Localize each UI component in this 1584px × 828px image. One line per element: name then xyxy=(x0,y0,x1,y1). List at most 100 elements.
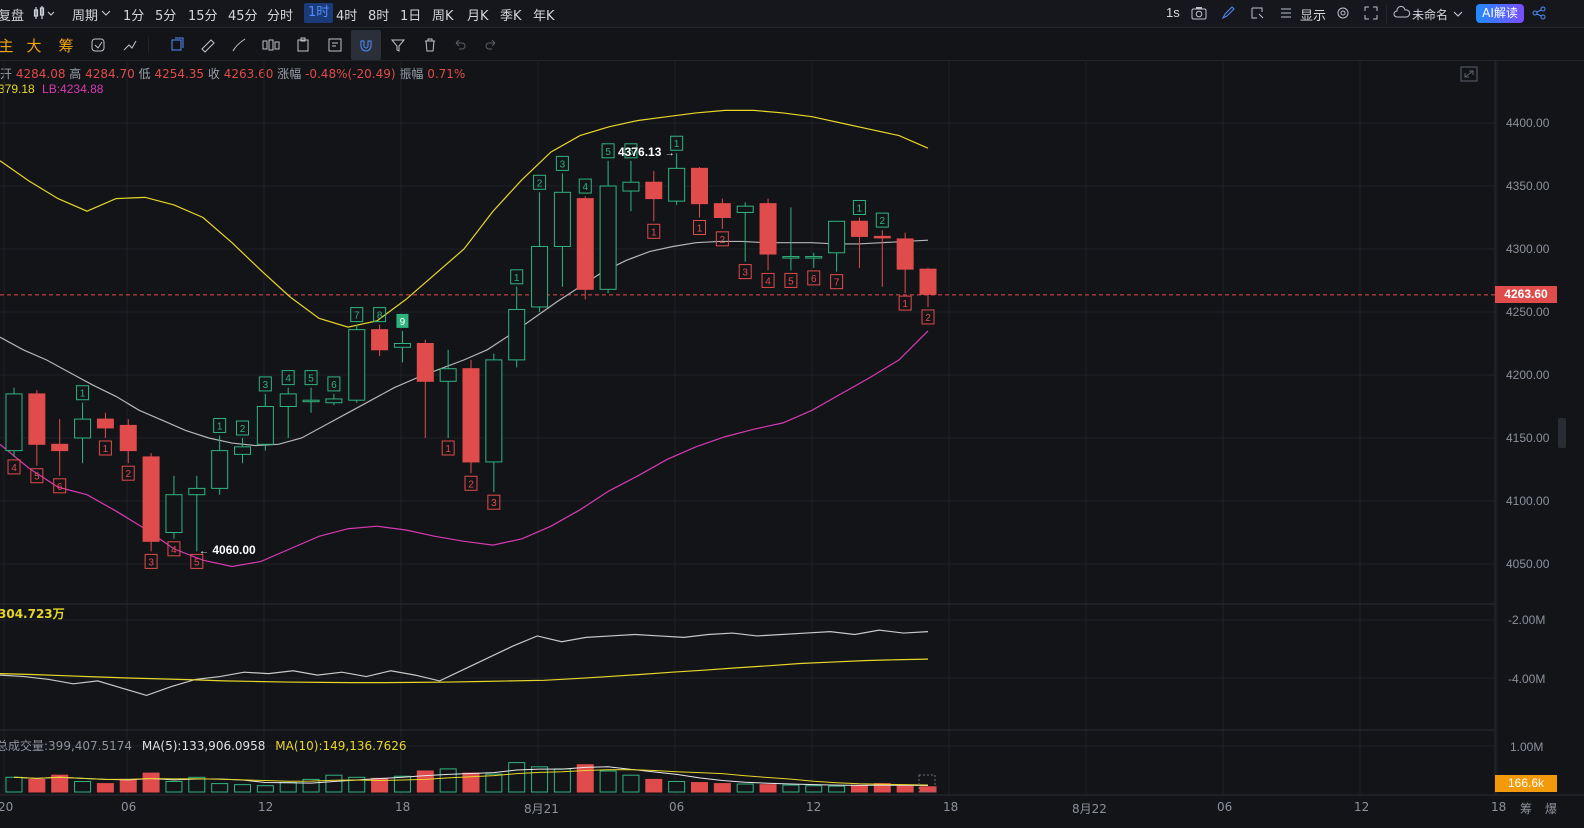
refresh-interval[interactable]: 1s xyxy=(1166,5,1180,20)
volume-bar xyxy=(622,774,640,793)
volume-bar xyxy=(142,772,160,793)
price-axis-label: 4100.00 xyxy=(1506,494,1550,508)
window-icon[interactable] xyxy=(1249,6,1265,23)
big-order-tool[interactable]: 大 xyxy=(26,36,42,55)
td-count-box xyxy=(898,295,912,311)
td-count-number: 1 xyxy=(103,444,109,455)
price-axis-label: 4200.00 xyxy=(1506,368,1550,382)
pattern-icon[interactable] xyxy=(261,36,281,54)
camera-icon[interactable] xyxy=(1191,6,1207,23)
td-count-number: 5 xyxy=(605,147,611,158)
interval-tab[interactable]: 15分 xyxy=(188,9,218,24)
candle-body xyxy=(234,446,251,455)
ai-interpret-button[interactable]: AI解读 xyxy=(1476,4,1524,23)
settings-gear-icon[interactable] xyxy=(1336,6,1350,23)
volume-bar xyxy=(28,778,46,793)
time-axis-label: 06 xyxy=(669,800,685,814)
interval-tab[interactable]: 季K xyxy=(500,9,522,24)
note-icon[interactable] xyxy=(325,36,345,54)
indicator-tool-icon[interactable] xyxy=(120,36,140,54)
boll-lb-value: LB:4234.88 xyxy=(42,82,104,96)
volume-bar xyxy=(5,776,23,793)
interval-tab[interactable]: 分时 xyxy=(267,9,294,24)
td-count-box xyxy=(761,272,775,288)
candle-body xyxy=(325,398,343,404)
candle-body xyxy=(805,256,823,259)
interval-tab[interactable]: 1分 xyxy=(123,9,145,24)
volume-ma5-line xyxy=(13,766,929,786)
draw-pen-icon[interactable] xyxy=(1221,6,1237,23)
time-axis-label: 8月22 xyxy=(1072,802,1107,816)
candlestick-type-icon[interactable] xyxy=(33,4,57,25)
td-count-number: 2 xyxy=(880,216,886,227)
td-count-box xyxy=(304,370,318,386)
td-count-box xyxy=(281,370,295,386)
indicator-yellow-line xyxy=(0,658,929,684)
volume-bar xyxy=(325,774,343,793)
interval-tab[interactable]: 周K xyxy=(432,9,454,24)
td-count-box xyxy=(144,553,158,569)
layout-name[interactable]: 未命名 xyxy=(1412,8,1449,22)
time-axis-label: 12 xyxy=(258,800,274,814)
candle-body xyxy=(371,329,389,351)
trash-icon[interactable] xyxy=(420,36,440,54)
list-icon[interactable] xyxy=(1279,6,1293,23)
open-value: 4284.08 xyxy=(15,67,66,81)
td-count-number: 9 xyxy=(400,317,406,328)
td-count-box xyxy=(7,459,21,475)
display-menu[interactable]: 显示 xyxy=(1300,9,1327,24)
low-label: 低 xyxy=(138,67,151,81)
time-axis-label: 18 xyxy=(943,800,959,814)
time-axis-label: 8月21 xyxy=(524,802,559,816)
layout-chevron-icon[interactable] xyxy=(1453,7,1463,22)
td-count-number: 1 xyxy=(674,139,680,150)
clipboard-icon[interactable] xyxy=(293,36,313,54)
indicator-axis-label: -4.00M xyxy=(1508,672,1546,686)
volume-bar xyxy=(119,778,137,793)
magic-icon[interactable] xyxy=(88,36,108,54)
candle-body xyxy=(599,185,617,290)
interval-tab[interactable]: 8时 xyxy=(368,9,390,24)
undo-icon[interactable] xyxy=(450,36,470,54)
interval-tab[interactable]: 1日 xyxy=(400,9,422,24)
time-axis-label: 12 xyxy=(806,800,822,814)
brush-icon[interactable] xyxy=(229,36,249,54)
volume-bar xyxy=(576,764,594,793)
interval-tab[interactable]: 月K xyxy=(467,9,489,24)
market-label[interactable]: 复盘 xyxy=(0,9,25,24)
interval-tab[interactable]: 45分 xyxy=(228,9,258,24)
scroll-handle[interactable] xyxy=(1558,418,1566,448)
cloud-icon[interactable] xyxy=(1393,6,1411,23)
main-force-tool[interactable]: 主 xyxy=(0,36,14,55)
td-count-box xyxy=(830,274,844,290)
chip-bottom-button[interactable]: 筹 xyxy=(1520,802,1533,816)
volume-bar xyxy=(896,785,914,793)
redo-icon[interactable] xyxy=(481,36,501,54)
burst-bottom-button[interactable]: 爆 xyxy=(1545,802,1558,816)
interval-tab[interactable]: 4时 xyxy=(336,9,358,24)
candle-body xyxy=(508,308,526,361)
filter-icon[interactable] xyxy=(388,36,408,54)
expand-icon[interactable] xyxy=(1460,66,1478,85)
period-dropdown[interactable]: 周期 xyxy=(72,9,99,24)
td-count-box xyxy=(327,376,341,392)
share-icon[interactable] xyxy=(1532,6,1546,23)
magnet-icon[interactable] xyxy=(351,30,381,60)
volume-bar xyxy=(234,784,251,793)
volume-ma10-line xyxy=(13,769,929,786)
interval-tab[interactable]: 1时 xyxy=(304,3,334,23)
copy-icon[interactable] xyxy=(167,36,187,54)
low-annotation: ← 4060.00 xyxy=(199,543,256,557)
volume-bar xyxy=(96,783,114,793)
chip-tool[interactable]: 筹 xyxy=(58,36,74,55)
fullscreen-icon[interactable] xyxy=(1364,6,1378,23)
candle-body xyxy=(645,181,663,200)
interval-tab[interactable]: 年K xyxy=(533,9,555,24)
td-count-number: 1 xyxy=(445,444,451,455)
boll-upper-line xyxy=(0,109,929,328)
interval-tab[interactable]: 5分 xyxy=(155,9,177,24)
ruler-icon[interactable] xyxy=(198,36,218,54)
chevron-down-icon[interactable] xyxy=(101,6,111,21)
td-count-number: 3 xyxy=(263,380,269,391)
